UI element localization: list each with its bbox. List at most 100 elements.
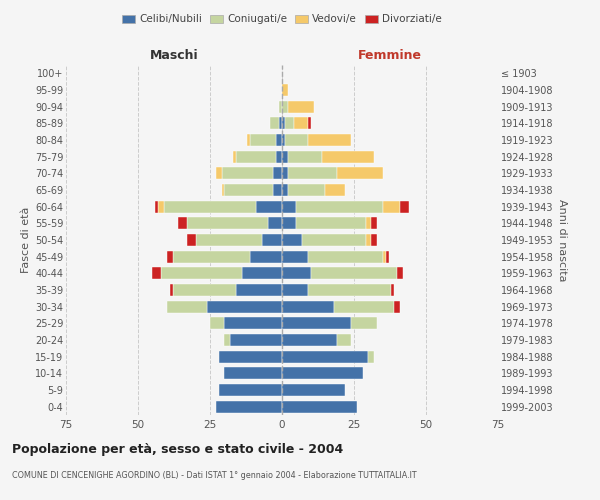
Bar — [397, 268, 403, 280]
Bar — [250, 250, 282, 262]
Bar — [173, 250, 250, 262]
Bar — [271, 118, 279, 130]
Bar — [224, 184, 274, 196]
Bar — [233, 150, 236, 162]
Bar — [282, 268, 311, 280]
Bar — [282, 234, 302, 246]
Bar — [383, 250, 386, 262]
Bar — [210, 318, 224, 330]
Bar — [242, 268, 282, 280]
Bar — [262, 234, 282, 246]
Bar — [371, 234, 377, 246]
Bar — [276, 134, 282, 146]
Bar — [391, 284, 394, 296]
Bar — [161, 268, 242, 280]
Bar — [285, 118, 293, 130]
Bar — [308, 134, 351, 146]
Bar — [282, 150, 288, 162]
Bar — [167, 300, 207, 312]
Bar — [178, 218, 187, 230]
Bar — [187, 234, 196, 246]
Bar — [274, 168, 282, 179]
Bar — [282, 100, 288, 112]
Bar — [394, 300, 400, 312]
Bar — [365, 218, 371, 230]
Bar — [282, 218, 296, 230]
Legend: Celibi/Nubili, Coniugati/e, Vedovi/e, Divorziati/e: Celibi/Nubili, Coniugati/e, Vedovi/e, Di… — [118, 10, 446, 29]
Bar — [158, 200, 164, 212]
Bar — [322, 150, 374, 162]
Bar — [282, 368, 362, 380]
Bar — [293, 118, 308, 130]
Bar — [279, 100, 282, 112]
Bar — [236, 150, 276, 162]
Bar — [296, 218, 365, 230]
Bar — [173, 284, 236, 296]
Bar — [368, 350, 374, 362]
Text: COMUNE DI CENCENIGHE AGORDINO (BL) - Dati ISTAT 1° gennaio 2004 - Elaborazione T: COMUNE DI CENCENIGHE AGORDINO (BL) - Dat… — [12, 471, 416, 480]
Bar — [371, 218, 377, 230]
Bar — [296, 200, 383, 212]
Bar — [285, 134, 308, 146]
Bar — [276, 150, 282, 162]
Bar — [311, 268, 397, 280]
Bar — [196, 234, 262, 246]
Bar — [282, 400, 357, 412]
Bar — [386, 250, 389, 262]
Y-axis label: Anni di nascita: Anni di nascita — [557, 198, 568, 281]
Bar — [337, 334, 351, 346]
Bar — [282, 200, 296, 212]
Bar — [279, 118, 282, 130]
Text: Maschi: Maschi — [149, 48, 199, 62]
Bar — [282, 134, 285, 146]
Bar — [288, 168, 337, 179]
Bar — [268, 218, 282, 230]
Bar — [400, 200, 409, 212]
Bar — [282, 318, 351, 330]
Bar — [282, 350, 368, 362]
Bar — [282, 184, 288, 196]
Bar — [308, 250, 383, 262]
Bar — [250, 134, 276, 146]
Bar — [308, 118, 311, 130]
Text: Femmine: Femmine — [358, 48, 422, 62]
Bar — [256, 200, 282, 212]
Bar — [288, 184, 325, 196]
Bar — [224, 318, 282, 330]
Bar — [274, 184, 282, 196]
Bar — [218, 350, 282, 362]
Bar — [224, 368, 282, 380]
Bar — [383, 200, 400, 212]
Bar — [187, 218, 268, 230]
Y-axis label: Fasce di età: Fasce di età — [20, 207, 31, 273]
Bar — [282, 118, 285, 130]
Bar — [216, 168, 221, 179]
Bar — [236, 284, 282, 296]
Bar — [282, 334, 337, 346]
Bar — [170, 284, 173, 296]
Bar — [221, 184, 224, 196]
Bar — [288, 100, 314, 112]
Bar — [282, 284, 308, 296]
Bar — [230, 334, 282, 346]
Bar — [207, 300, 282, 312]
Bar — [155, 200, 158, 212]
Bar — [282, 168, 288, 179]
Bar — [334, 300, 394, 312]
Bar — [282, 84, 288, 96]
Bar — [308, 284, 391, 296]
Bar — [152, 268, 161, 280]
Bar — [167, 250, 173, 262]
Bar — [224, 334, 230, 346]
Bar — [365, 234, 371, 246]
Bar — [282, 384, 346, 396]
Bar — [164, 200, 256, 212]
Bar — [282, 300, 334, 312]
Bar — [351, 318, 377, 330]
Bar — [218, 384, 282, 396]
Text: Popolazione per età, sesso e stato civile - 2004: Popolazione per età, sesso e stato civil… — [12, 442, 343, 456]
Bar — [221, 168, 274, 179]
Bar — [216, 400, 282, 412]
Bar — [337, 168, 383, 179]
Bar — [247, 134, 250, 146]
